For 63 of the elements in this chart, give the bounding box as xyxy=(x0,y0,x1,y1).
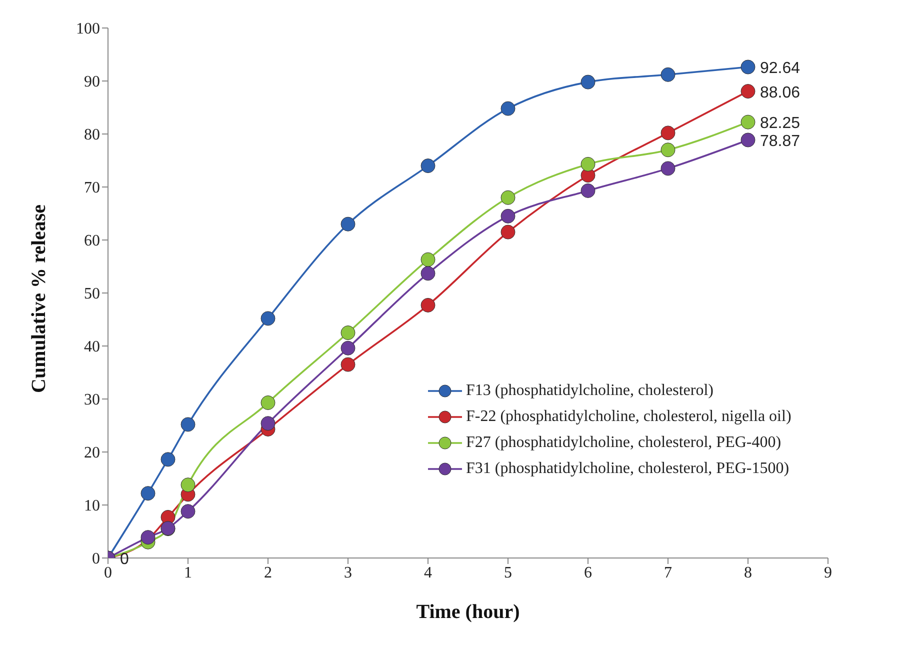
point xyxy=(260,416,276,431)
y-tick-label: 40 xyxy=(84,338,100,356)
point xyxy=(740,132,756,148)
x-tick-label: 1 xyxy=(184,564,192,582)
x-tick-label: 7 xyxy=(664,564,672,582)
point xyxy=(260,395,276,410)
x-tick-label: 5 xyxy=(504,564,512,582)
x-tick-label: 4 xyxy=(424,564,432,582)
x-axis-title: Time (hour) xyxy=(416,601,520,623)
point xyxy=(160,452,176,467)
x-tick-label: 2 xyxy=(264,564,272,582)
y-tick-label: 0 xyxy=(92,550,100,568)
point xyxy=(740,60,756,74)
point xyxy=(500,224,516,240)
point xyxy=(340,326,356,340)
point xyxy=(420,266,436,281)
point xyxy=(260,311,276,326)
y-axis-title: Cumulative % release xyxy=(28,204,50,393)
legend-label: F31 (phosphatidylcholine, cholesterol, PEG-1500) xyxy=(466,459,790,479)
y-tick-label: 60 xyxy=(84,232,100,250)
point xyxy=(660,126,676,140)
y-tick-label: 10 xyxy=(84,498,100,515)
point xyxy=(420,158,436,174)
point xyxy=(660,142,676,158)
point xyxy=(500,190,516,205)
point xyxy=(420,252,436,267)
x-tick-label: 6 xyxy=(584,564,592,582)
data-label: 82.25 xyxy=(760,115,800,132)
point xyxy=(180,417,196,432)
y-tick-label: 50 xyxy=(84,286,100,303)
x-tick-label: 0 xyxy=(104,564,112,582)
point xyxy=(340,216,356,232)
data-label: 78.87 xyxy=(760,132,800,150)
point xyxy=(500,208,516,224)
x-tick-label: 3 xyxy=(344,564,352,582)
y-tick-label: 70 xyxy=(84,180,100,197)
x-tick-label: 9 xyxy=(824,564,832,582)
point xyxy=(740,114,756,130)
point xyxy=(580,156,596,172)
point xyxy=(180,478,196,492)
point xyxy=(580,74,596,90)
point xyxy=(660,67,676,82)
data-label: 0 xyxy=(120,551,129,568)
y-tick-label: 90 xyxy=(84,74,100,91)
point xyxy=(660,161,676,176)
y-tick-label: 100 xyxy=(76,20,100,38)
point xyxy=(500,101,516,116)
y-tick-label: 80 xyxy=(84,126,100,144)
y-tick-label: 30 xyxy=(84,392,100,409)
point xyxy=(420,298,436,312)
point xyxy=(140,486,156,501)
point xyxy=(180,504,196,519)
data-label: 92.64 xyxy=(760,60,800,78)
legend-label: F-22 (phosphatidylcholine, cholesterol, nigella oil) xyxy=(466,407,792,427)
point xyxy=(740,84,756,99)
point xyxy=(340,340,356,356)
point xyxy=(340,357,356,372)
y-tick-label: 20 xyxy=(84,444,100,462)
legend-label: F27 (phosphatidylcholine, cholesterol, PEG-400) xyxy=(466,433,782,453)
point xyxy=(580,183,596,198)
legend-label: F13 (phosphatidylcholine, cholesterol) xyxy=(466,381,714,401)
data-label: 88.06 xyxy=(760,84,800,102)
x-tick-label: 8 xyxy=(744,564,752,582)
